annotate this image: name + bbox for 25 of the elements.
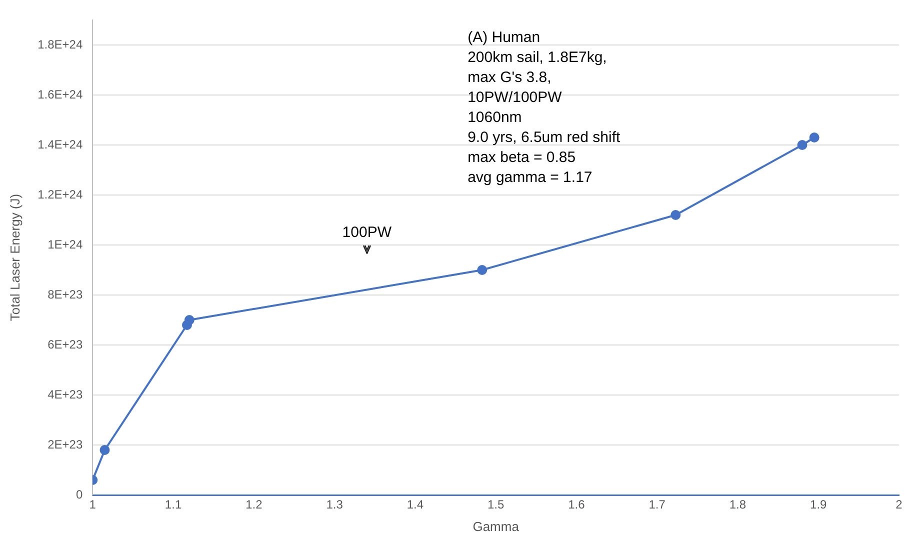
- x-axis-title: Gamma: [472, 518, 520, 534]
- y-tick-label: 1.2E+24: [38, 187, 83, 202]
- x-tick-label: 1.1: [164, 498, 182, 512]
- y-tick-label: 1.4E+24: [38, 137, 83, 152]
- x-tick-label: 1.8: [729, 498, 746, 512]
- annotation: 100PW: [342, 222, 392, 243]
- y-tick-label: 1.8E+24: [38, 37, 83, 52]
- x-tick-label: 1.3: [326, 498, 344, 512]
- x-tick-label: 1.9: [810, 498, 828, 512]
- y-tick-label: 4E+23: [48, 387, 83, 402]
- y-axis-title: Total Laser Energy (J): [7, 194, 22, 322]
- x-tick-label: 1.5: [487, 498, 504, 512]
- x-tick-label: 1.7: [648, 498, 666, 512]
- x-tick-label: 1.2: [246, 498, 263, 512]
- y-tick-label: 1E+24: [48, 237, 83, 252]
- x-tick-label: 1.4: [406, 498, 424, 512]
- x-tick-label: 1.6: [568, 498, 586, 512]
- y-tick-label: 1.6E+24: [38, 87, 83, 102]
- y-tick-label: 0: [76, 487, 83, 502]
- y-tick-label: 2E+23: [48, 437, 83, 452]
- x-tick-label: 2: [896, 498, 903, 512]
- y-tick-label: 6E+23: [48, 337, 83, 352]
- annotation: (A) Human 200km sail, 1.8E7kg, max G's 3.8, 10PW/100PW 1060nm 9.0 yrs, 6.5um red shift max beta = 0.85 avg gamma = 1.17: [468, 28, 620, 188]
- x-tick-label: 1: [89, 498, 96, 512]
- y-tick-label: 8E+23: [48, 287, 83, 302]
